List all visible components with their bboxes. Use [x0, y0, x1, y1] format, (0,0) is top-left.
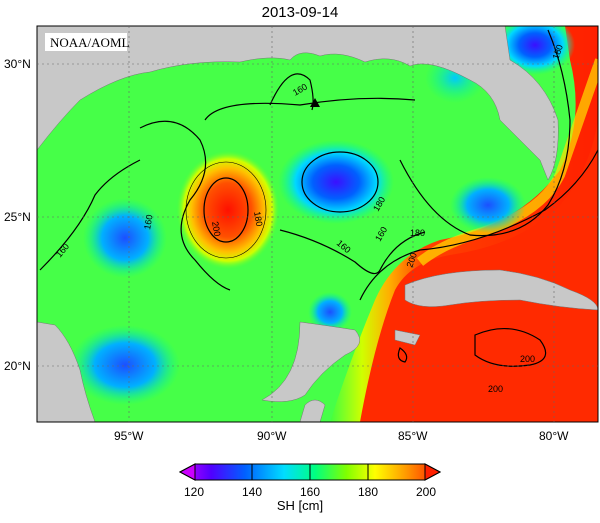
contour-label: 200 — [210, 221, 222, 238]
triangle-marker — [310, 98, 320, 107]
colorbar-tick: 140 — [242, 485, 262, 499]
colorbar-tick: 180 — [358, 485, 378, 499]
lon-label-85w: 85°W — [398, 429, 428, 443]
lon-label-90w: 90°W — [257, 429, 287, 443]
contour-label: 180 — [550, 43, 565, 61]
contour-lines — [39, 29, 598, 367]
cold-eddy-west — [83, 198, 167, 278]
graticule — [37, 26, 598, 422]
map-frame — [36, 25, 599, 423]
warm-eddy — [176, 150, 280, 270]
colorbar-tick: 160 — [300, 485, 320, 499]
lat-label-25n: 25°N — [4, 210, 31, 224]
lat-label-30n: 30°N — [4, 57, 31, 71]
colorbar-label: SH [cm] — [276, 498, 324, 513]
contour-label: 180 — [410, 228, 425, 238]
lon-label-95w: 95°W — [114, 429, 144, 443]
lat-label-20n: 20°N — [4, 359, 31, 373]
source-label: NOAA/AOML — [50, 35, 130, 50]
source-label-box — [45, 33, 127, 51]
contour-label: 180 — [252, 211, 264, 228]
colorbar: 120 140 160 180 200 — [178, 463, 442, 499]
map-title: 2013-09-14 — [261, 4, 339, 21]
contour-label: 200 — [520, 354, 535, 364]
contour-label: 160 — [142, 214, 154, 231]
colorbar-tick: 120 — [184, 485, 204, 499]
cold-eddy — [278, 140, 394, 224]
lon-label-80w: 80°W — [539, 429, 569, 443]
contour-label: 200 — [404, 251, 419, 269]
landmass — [37, 26, 598, 422]
colorbar-tick: 200 — [416, 485, 436, 499]
contour-label: 200 — [488, 384, 503, 394]
cold-eddy-southwest — [70, 325, 180, 405]
